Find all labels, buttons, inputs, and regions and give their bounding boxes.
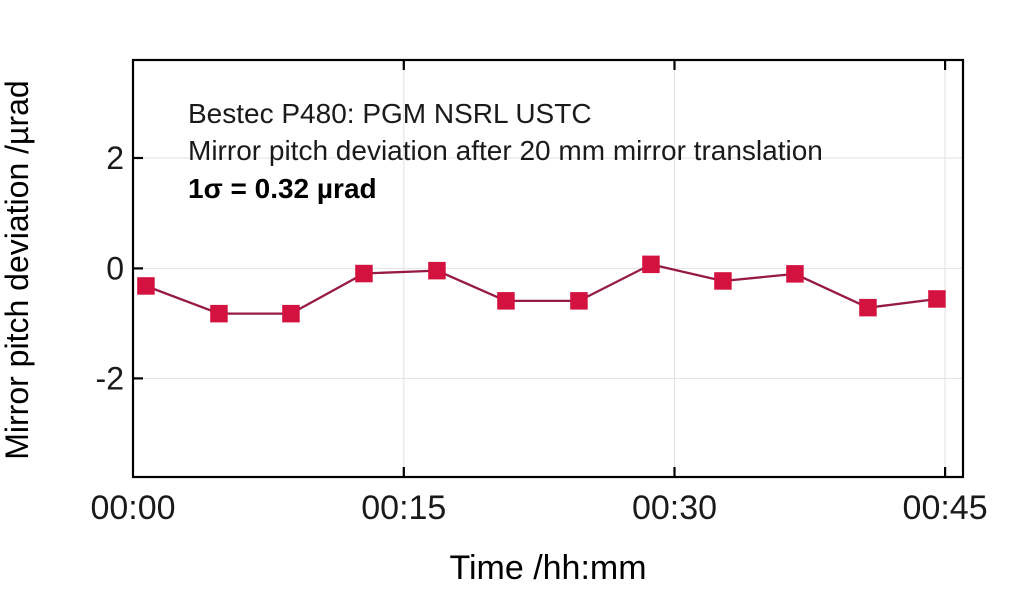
svg-text:00:15: 00:15: [361, 489, 446, 527]
svg-text:Mirror pitch deviation /µrad: Mirror pitch deviation /µrad: [0, 80, 35, 459]
svg-text:Bestec P480: PGM NSRL USTC: Bestec P480: PGM NSRL USTC: [188, 98, 592, 129]
svg-text:00:00: 00:00: [90, 489, 175, 527]
svg-text:00:30: 00:30: [632, 489, 717, 527]
svg-text:2: 2: [106, 140, 124, 176]
svg-text:Time /hh:mm: Time /hh:mm: [449, 549, 646, 587]
svg-text:-2: -2: [96, 360, 124, 396]
svg-text:00:45: 00:45: [903, 489, 988, 527]
svg-text:Mirror pitch deviation after 2: Mirror pitch deviation after 20 mm mirro…: [188, 135, 823, 166]
svg-text:1σ = 0.32 µrad: 1σ = 0.32 µrad: [188, 173, 377, 204]
svg-text:0: 0: [106, 250, 124, 286]
